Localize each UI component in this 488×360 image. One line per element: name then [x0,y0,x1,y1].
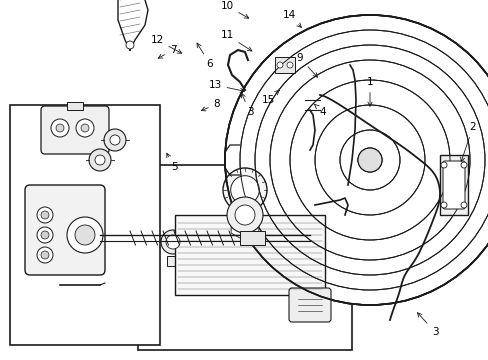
Circle shape [286,62,292,68]
Circle shape [37,227,53,243]
Text: 10: 10 [220,1,248,18]
Circle shape [89,149,111,171]
Text: 12: 12 [150,35,182,53]
Circle shape [440,162,446,168]
Text: 3: 3 [417,313,437,337]
Text: 8: 8 [201,99,220,111]
Circle shape [224,15,488,305]
Circle shape [236,216,253,234]
Bar [439,155,467,215]
Circle shape [51,119,69,137]
Circle shape [226,197,263,233]
Text: 4: 4 [314,104,325,117]
Circle shape [235,205,254,225]
Bar [167,256,179,266]
Circle shape [76,119,94,137]
Text: 14: 14 [282,10,301,27]
Circle shape [110,135,120,145]
Bar [67,102,83,110]
Text: 15: 15 [261,90,279,105]
Bar [175,215,325,295]
Circle shape [440,202,446,208]
Bar [10,105,160,345]
FancyBboxPatch shape [25,185,105,275]
Circle shape [37,207,53,223]
Circle shape [460,162,466,168]
Circle shape [357,148,381,172]
Bar [240,231,264,245]
Text: 13: 13 [208,80,244,93]
Circle shape [41,251,49,259]
Text: 2: 2 [460,122,475,162]
Text: 7: 7 [158,45,176,58]
Circle shape [67,217,103,253]
Bar [138,165,351,350]
Circle shape [41,231,49,239]
Circle shape [95,155,105,165]
Text: 5: 5 [166,153,177,172]
Circle shape [276,62,283,68]
Circle shape [460,202,466,208]
Circle shape [161,230,184,254]
Circle shape [223,168,266,212]
FancyBboxPatch shape [41,106,109,154]
FancyBboxPatch shape [288,288,330,322]
Circle shape [230,176,259,204]
Circle shape [56,124,64,132]
Circle shape [165,235,180,249]
Text: 3: 3 [241,93,253,117]
Circle shape [126,41,134,49]
Circle shape [75,225,95,245]
Circle shape [228,209,261,241]
Text: 1: 1 [366,77,372,106]
Text: 11: 11 [220,30,251,51]
Circle shape [81,124,89,132]
FancyBboxPatch shape [442,161,464,209]
Circle shape [104,129,126,151]
Circle shape [37,247,53,263]
Text: 9: 9 [296,53,317,77]
Bar [274,57,294,73]
Circle shape [41,211,49,219]
Text: 6: 6 [197,43,213,69]
